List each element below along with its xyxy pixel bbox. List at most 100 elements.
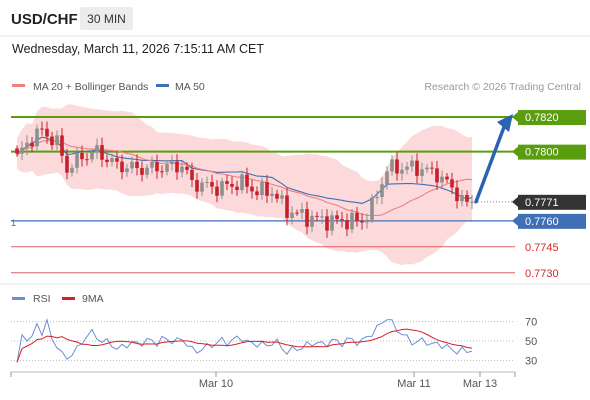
candle-body	[220, 181, 224, 196]
x-tick-label: Mar 10	[199, 378, 233, 390]
forecast-arrow	[474, 114, 513, 204]
candle-body	[125, 168, 129, 173]
candle-body	[145, 167, 149, 175]
candle-body	[160, 171, 164, 173]
candle-body	[360, 220, 364, 223]
rsi-ma-legend-swatch	[62, 297, 75, 300]
candle-body	[280, 195, 284, 199]
candle-body	[340, 219, 344, 221]
symbol-title: USD/CHF	[11, 11, 78, 28]
ma50-legend-swatch	[156, 84, 169, 87]
bollinger-band-area	[17, 104, 472, 266]
candle-body	[95, 145, 99, 153]
candle-body	[50, 136, 54, 146]
candle-body	[170, 161, 174, 165]
rsi-tick-30: 30	[525, 355, 537, 367]
candle-body	[115, 158, 119, 162]
level-badge-pointer-0.7820	[512, 112, 518, 123]
candle-body	[455, 187, 459, 202]
candle-body	[235, 186, 239, 191]
candle-body	[195, 179, 199, 192]
candle-body	[70, 167, 74, 173]
rsi-ma-line	[16, 328, 473, 363]
ma20-line	[16, 139, 473, 217]
candle-body	[35, 128, 39, 147]
candle-body	[110, 158, 114, 163]
candle-body	[205, 182, 209, 184]
level-label-0.7820: 0.7820	[525, 112, 559, 124]
candle-body	[180, 166, 184, 173]
level-label-0.7800: 0.7800	[525, 147, 559, 159]
candle-body	[445, 176, 449, 180]
level-labels: 0.7820 0.7800 0.7771 0.7760 0.7745 0.7730 1	[11, 110, 586, 280]
candle-body	[470, 201, 474, 203]
candle-body	[305, 209, 309, 227]
candle-body	[290, 212, 294, 218]
candle-body	[150, 162, 154, 168]
candle-body	[370, 197, 374, 220]
candle-body	[40, 128, 44, 130]
candle-body	[100, 145, 104, 160]
candle-body	[270, 193, 274, 196]
candle-body	[130, 161, 134, 169]
candle-body	[25, 142, 29, 148]
candle-body	[400, 169, 404, 174]
candle-body	[465, 194, 469, 202]
candle-body	[165, 164, 169, 172]
candle-body	[190, 169, 194, 180]
level-badge-pointer-0.7771	[512, 196, 518, 207]
candle-body	[365, 219, 369, 223]
forecast-arrow-head	[497, 114, 513, 133]
candle-body	[120, 161, 124, 173]
rsi-ma-legend-label: 9MA	[82, 293, 104, 305]
candle-body	[375, 197, 379, 199]
level-badge-0.7820	[518, 110, 586, 126]
timeframe-badge[interactable]	[80, 7, 133, 30]
candle-body	[425, 167, 429, 170]
ma50-legend-label: MA 50	[175, 81, 205, 93]
level-badge-pointer-0.7800	[512, 146, 518, 157]
candle-body	[245, 174, 249, 187]
candle-body	[325, 216, 329, 231]
timeframe-label: 30 MIN	[87, 12, 126, 26]
candle-body	[410, 160, 414, 167]
candle-body	[335, 215, 339, 220]
candle-body	[355, 212, 359, 221]
candle-body	[230, 183, 234, 187]
candle-body	[215, 186, 219, 196]
candle-body	[210, 182, 214, 187]
rsi-legend-swatch	[12, 297, 25, 300]
candle-body	[430, 167, 434, 169]
rsi-tick-70: 70	[525, 317, 537, 329]
candle-body	[310, 215, 314, 227]
candle-body	[420, 169, 424, 176]
rsi-legend-label: RSI	[33, 293, 51, 305]
pivot-marker: 1	[11, 218, 16, 228]
candle-body	[295, 212, 299, 214]
candle-body	[385, 171, 389, 185]
candle-body	[330, 215, 334, 231]
candle-body	[265, 182, 269, 196]
candle-body	[135, 161, 139, 168]
candle-body	[380, 184, 384, 198]
bollinger-bands	[17, 104, 472, 266]
x-tick-label: Mar 13	[463, 378, 497, 390]
rsi-tick-50: 50	[525, 336, 537, 348]
candle-body	[155, 162, 159, 172]
ma50-line	[16, 136, 473, 204]
candle-body	[85, 159, 89, 161]
candle-body	[200, 182, 204, 192]
x-axis: Mar 10 Mar 11 Mar 13	[10, 372, 516, 390]
level-label-0.7771: 0.7771	[525, 197, 559, 209]
candle-body	[450, 179, 454, 188]
level-badge-pointer-0.7760	[512, 215, 518, 226]
candle-body	[175, 161, 179, 173]
level-badge-0.7771	[518, 194, 586, 210]
candle-body	[45, 128, 49, 137]
ma20-legend-label: MA 20 + Bollinger Bands	[33, 81, 148, 93]
candle-body	[255, 191, 259, 196]
credit-label: Research © 2026 Trading Central	[424, 81, 581, 93]
x-tick-label: Mar 11	[397, 378, 430, 390]
candle-body	[345, 220, 349, 230]
candle-body	[440, 176, 444, 183]
